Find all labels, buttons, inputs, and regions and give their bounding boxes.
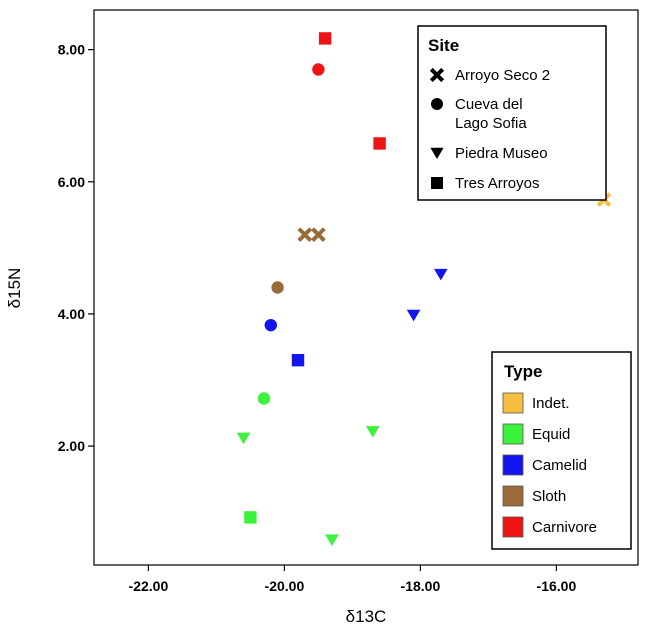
- data-point: [291, 353, 305, 367]
- data-point: [311, 227, 326, 242]
- type-legend-label: Carnivore: [532, 519, 597, 536]
- plot-frame: [93, 9, 639, 566]
- data-point: [257, 392, 271, 405]
- type-legend-swatch: [502, 485, 524, 507]
- data-point: [373, 137, 386, 150]
- data-point: [433, 268, 448, 281]
- site-legend-label: Arroyo Seco 2: [455, 67, 550, 84]
- type-legend-label: Indet.: [532, 395, 570, 412]
- x-axis-label: δ13C: [346, 607, 387, 626]
- data-point: [244, 511, 257, 524]
- x-tick-label: -22.00: [129, 578, 169, 594]
- type-legend-entries: Indet. Equid Camelid Sloth Carnivore: [502, 392, 597, 538]
- site-legend-marker: [430, 147, 444, 159]
- y-tick-label: 6.00: [58, 174, 85, 190]
- site-legend-label: Tres Arroyos: [455, 175, 539, 192]
- type-legend: Type Indet. Equid Camelid Sloth Carnivore: [491, 351, 632, 550]
- x-tick-label: -20.00: [265, 578, 305, 594]
- data-point: [319, 32, 332, 45]
- data-point: [264, 318, 277, 332]
- type-legend-box: [491, 351, 632, 550]
- site-legend-label: Piedra Museo: [455, 145, 548, 162]
- type-legend-swatch: [502, 454, 524, 476]
- data-point: [312, 63, 325, 76]
- data-point: [325, 534, 339, 547]
- x-tick-label: -18.00: [401, 578, 441, 594]
- type-legend-label: Camelid: [532, 457, 587, 474]
- data-points: [236, 32, 612, 547]
- data-point: [271, 281, 284, 294]
- site-legend-entries: Arroyo Seco 2 Cueva del Lago Sofia Piedra M…: [429, 67, 550, 192]
- site-legend: Site Arroyo Seco 2 Cueva del Lago Sofia Pie…: [417, 25, 607, 201]
- x-tick-label: -16.00: [537, 578, 577, 594]
- data-point: [236, 432, 251, 445]
- type-legend-swatch: [502, 392, 524, 414]
- y-tick-label: 2.00: [58, 438, 85, 454]
- type-legend-swatch: [502, 423, 524, 445]
- type-legend-label: Sloth: [532, 488, 566, 505]
- site-legend-marker: [429, 67, 445, 83]
- site-legend-marker: [431, 177, 443, 189]
- site-legend-box: [417, 25, 607, 201]
- data-point: [365, 426, 380, 438]
- y-tick-label: 4.00: [58, 306, 85, 322]
- data-point: [297, 227, 313, 242]
- type-legend-label: Equid: [532, 426, 570, 443]
- y-tick-label: 8.00: [58, 42, 85, 58]
- type-legend-title: Type: [504, 362, 542, 381]
- site-legend-marker: [431, 98, 443, 110]
- site-legend-title: Site: [428, 36, 459, 55]
- site-legend-label: Cueva del Lago Sofia: [455, 96, 527, 132]
- type-legend-swatch: [502, 516, 524, 538]
- y-axis: 2.00 4.00 6.00 8.00: [58, 42, 94, 454]
- x-axis: -22.00 -20.00 -18.00 -16.00: [129, 565, 577, 594]
- y-axis-label: δ15N: [5, 268, 24, 309]
- data-point: [406, 309, 421, 322]
